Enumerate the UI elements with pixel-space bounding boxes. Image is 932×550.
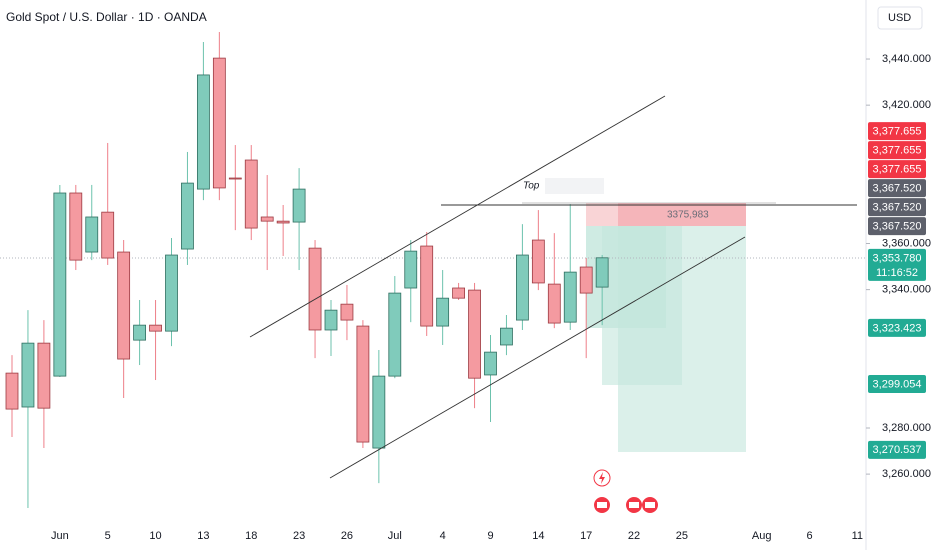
price-badge-label: 3,299.054 <box>873 378 922 390</box>
price-badge <box>868 318 926 337</box>
candle-body <box>53 192 67 377</box>
candle-body <box>452 287 466 299</box>
candle-body <box>324 309 338 331</box>
x-tick-label: 5 <box>105 530 111 542</box>
x-tick-label: 26 <box>341 530 353 542</box>
candle-body <box>531 239 545 284</box>
x-tick-label: 14 <box>532 530 544 542</box>
x-tick-label: 10 <box>149 530 161 542</box>
x-tick-label: 6 <box>806 530 812 542</box>
candle-body <box>436 297 450 327</box>
x-tick-label: 25 <box>676 530 688 542</box>
price-badge-label: 3,367.520 <box>873 183 922 195</box>
candle-body <box>260 216 274 222</box>
candle-body <box>37 342 51 409</box>
price-badge <box>868 217 926 236</box>
event-icon <box>599 472 605 484</box>
annotation: Top <box>523 181 540 192</box>
price-badge-label: 3,377.655 <box>873 145 922 157</box>
candle-body <box>579 266 593 294</box>
target-zone <box>618 226 746 452</box>
candle-body <box>420 245 434 327</box>
stop-zone <box>618 203 746 226</box>
x-tick-label: Aug <box>752 530 772 542</box>
candle-body <box>292 188 306 223</box>
label-box <box>545 178 604 194</box>
price-badge <box>868 179 926 198</box>
candles <box>5 32 609 509</box>
candle-body <box>196 74 210 190</box>
candle-body <box>228 177 242 180</box>
candle-body <box>388 292 402 377</box>
price-badge <box>868 440 926 459</box>
candle-body <box>149 324 162 332</box>
x-tick-label: 9 <box>487 530 493 542</box>
candle-body <box>244 159 258 229</box>
x-tick-label: 18 <box>245 530 257 542</box>
price-badge <box>868 160 926 179</box>
candle-body <box>516 254 529 321</box>
y-tick-label: 3,340.000 <box>882 284 931 296</box>
countdown: 11:16:52 <box>876 267 918 279</box>
x-tick-label: Jul <box>388 530 402 542</box>
price-badge-label: 3,367.520 <box>873 202 922 214</box>
x-tick-label: Jun <box>51 530 69 542</box>
price-badge-label: 3,270.537 <box>873 444 922 456</box>
price-badge <box>868 198 926 217</box>
price-badge-label: 3,377.655 <box>873 164 922 176</box>
candle-body <box>372 375 386 449</box>
y-tick-label: 3,360.000 <box>882 237 931 249</box>
candle-body <box>181 182 194 250</box>
candle-body <box>468 289 481 379</box>
price-badge-label: 3,323.423 <box>873 322 922 334</box>
x-tick-label: 11 <box>852 530 863 542</box>
event-icon <box>645 502 655 508</box>
channel-lower <box>329 236 746 479</box>
candle-body <box>69 192 83 261</box>
candle-body <box>595 257 609 288</box>
x-tick-label: 17 <box>580 530 592 542</box>
candle-body <box>500 327 513 346</box>
y-tick-label: 3,440.000 <box>882 53 931 65</box>
candle-body <box>340 303 354 321</box>
y-tick-label: 3,420.000 <box>882 99 931 111</box>
candle-body <box>308 247 322 331</box>
price-badge <box>868 375 926 394</box>
candle-body <box>212 57 226 189</box>
candle-body <box>404 250 418 289</box>
y-tick-label: 3,280.000 <box>882 422 931 434</box>
price-badge-label: 3,367.520 <box>873 221 922 233</box>
price-badge-label: 3,377.655 <box>873 126 922 138</box>
channel-upper <box>249 95 666 338</box>
y-tick-label: 3,260.000 <box>882 468 931 480</box>
currency-box[interactable] <box>877 6 923 30</box>
candle-body <box>21 342 35 408</box>
price-badge <box>868 141 926 160</box>
event-icon <box>597 502 607 508</box>
annotation: 3375,983 <box>667 210 709 221</box>
candle-body <box>101 211 115 259</box>
candle-body <box>547 283 561 324</box>
x-tick-label: 22 <box>628 530 640 542</box>
x-tick-label: 13 <box>197 530 209 542</box>
price-badge-label: 3,353.780 <box>873 252 922 264</box>
event-icon <box>629 502 639 508</box>
x-tick-label: 23 <box>293 530 305 542</box>
x-tick-label: 4 <box>440 530 446 542</box>
candle-body <box>276 220 290 224</box>
price-badge <box>868 248 926 281</box>
candle-body <box>563 271 577 323</box>
candle-body <box>356 325 370 443</box>
price-badge <box>868 122 926 141</box>
chart-title: Gold Spot / U.S. Dollar · 1D · OANDA <box>6 10 207 24</box>
candle-body <box>165 254 178 332</box>
candle-body <box>117 251 131 360</box>
candle-body <box>5 372 19 410</box>
candle-body <box>484 351 497 376</box>
candle-body <box>85 216 99 253</box>
currency: USD <box>888 12 911 24</box>
candle-body <box>133 324 147 341</box>
